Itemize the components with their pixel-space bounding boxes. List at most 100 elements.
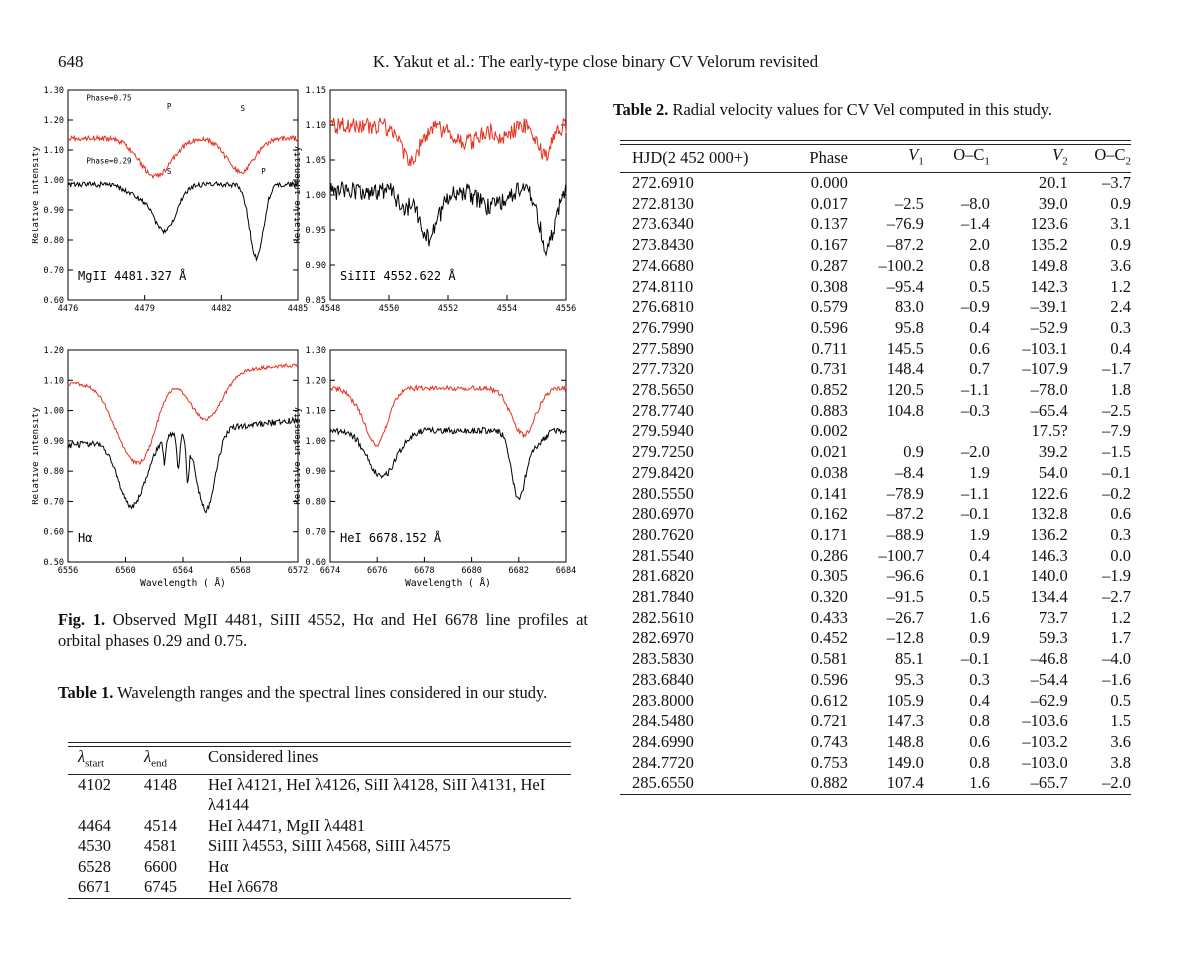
x-tick-label: 6564: [173, 566, 193, 576]
table2-cell: 0.320: [810, 587, 848, 607]
table2-cell: 1.7: [1110, 628, 1131, 648]
table1-cell-lines: Hα: [208, 856, 229, 876]
table2-row: 279.7250 0.021 0.9 –2.0 39.2 –1.5: [620, 442, 1131, 463]
spectrum-panel-mg: 0.60 0.70 0.80 0.90 1.00 1.10 1.20 1.30 4476 4479…: [32, 86, 308, 314]
table2-cell: –8.4: [895, 462, 924, 482]
table1-body: 4102 4148 HeI λ4121, HeI λ4126, SiII λ4128…: [68, 774, 571, 899]
table1-row: 4102 4148 HeI λ4121, HeI λ4126, SiII λ4128…: [68, 774, 571, 816]
x-tick-label: 6674: [320, 566, 340, 576]
table2-cell: –1.6: [1102, 669, 1131, 689]
y-tick-label: 1.30: [44, 86, 64, 96]
table2-header-5: O–C2: [1067, 145, 1131, 173]
table1-cell-start: 6528: [78, 856, 111, 876]
table1-cell-end: 4514: [144, 815, 177, 835]
table2-cell: 39.2: [1038, 442, 1068, 462]
table2-cell: 134.4: [1030, 587, 1068, 607]
x-tick-label: 4552: [438, 304, 458, 314]
y-tick-label: 0.90: [306, 261, 326, 271]
table2-cell: –87.2: [886, 235, 924, 255]
y-axis-label: Relative intensity: [32, 407, 41, 505]
table2-cell: 277.7320: [632, 359, 694, 379]
table2-cell: 0.0: [1110, 545, 1131, 565]
table2-row: 277.7320 0.731 148.4 0.7 –107.9 –1.7: [620, 359, 1131, 380]
table2-cell: 0.286: [810, 545, 848, 565]
table2-cell: 0.038: [810, 462, 848, 482]
table2-cell: 0.711: [811, 338, 848, 358]
table2-row: 281.6820 0.305 –96.6 0.1 140.0 –1.9: [620, 566, 1131, 587]
table2-cell: –2.0: [961, 442, 990, 462]
table2-cell: 0.731: [810, 359, 848, 379]
table2-cell: 148.4: [886, 359, 924, 379]
table2-cell: 281.6820: [632, 566, 694, 586]
phase-annotation: S: [241, 104, 246, 113]
table2-cell: 148.8: [886, 731, 924, 751]
table2-cell: 281.7840: [632, 587, 694, 607]
spectrum-panel-si: 0.85 0.90 0.95 1.00 1.05 1.10 1.15 4548 4550 4552…: [294, 86, 576, 314]
table2-cell: 278.5650: [632, 380, 694, 400]
table2-row: 283.6840 0.596 95.3 0.3 –54.4 –1.6: [620, 670, 1131, 691]
table2-cell: 274.8110: [632, 276, 694, 296]
table2-cell: –78.9: [886, 483, 924, 503]
table2-cell: 273.6340: [632, 214, 694, 234]
figure-caption: Fig. 1. Observed MgII 4481, SiIII 4552, …: [58, 609, 588, 651]
table2-cell: –39.1: [1030, 297, 1068, 317]
table2-cell: 1.9: [969, 524, 990, 544]
table2-cell: [924, 173, 990, 194]
x-tick-label: 4550: [379, 304, 399, 314]
table2-cell: 3.6: [1110, 731, 1131, 751]
x-tick-label: 4554: [497, 304, 517, 314]
table2-cell: –1.1: [961, 380, 990, 400]
table2-cell: 0.8: [969, 711, 990, 731]
table2-cell: –0.1: [961, 649, 990, 669]
table2-cell: 17.5?: [1031, 421, 1068, 441]
table2-cell: –1.9: [1102, 566, 1131, 586]
table2-cell: 0.3: [969, 669, 990, 689]
table2-cell: 0.308: [810, 276, 848, 296]
table2-cell: 1.2: [1110, 276, 1131, 296]
table2-cell: 0.167: [810, 235, 848, 255]
table2-cell: 0.596: [810, 317, 848, 337]
table2-cell: 3.8: [1110, 752, 1131, 772]
table2-cell: 0.883: [810, 400, 848, 420]
y-tick-label: 0.80: [44, 236, 64, 246]
table2-cell: 149.0: [886, 752, 924, 772]
table2-cell: –65.4: [1030, 400, 1068, 420]
y-tick-label: 1.20: [44, 346, 64, 356]
line-label: MgII 4481.327 Å: [78, 268, 187, 283]
phase-annotation: Phase=0.75: [86, 94, 131, 103]
table2-cell: 0.6: [969, 338, 990, 358]
table2-cell: 1.2: [1110, 607, 1131, 627]
y-tick-label: 1.00: [306, 437, 326, 447]
table2-cell: 0.6: [969, 731, 990, 751]
table2-cell: 283.8000: [632, 690, 694, 710]
x-tick-label: 6568: [230, 566, 250, 576]
table2-cell: 0.612: [810, 690, 848, 710]
y-axis-label: Relative intensity: [294, 407, 303, 505]
x-tick-label: 6560: [115, 566, 135, 576]
y-tick-label: 0.60: [306, 558, 326, 568]
table2-row: 280.5550 0.141 –78.9 –1.1 122.6 –0.2: [620, 484, 1131, 505]
line-label: Hα: [78, 531, 92, 545]
table2-cell: –88.9: [886, 524, 924, 544]
table2-cell: 0.452: [810, 628, 848, 648]
figure-caption-text: Observed MgII 4481, SiIII 4552, Hα and H…: [58, 610, 589, 650]
table2-cell: –96.6: [886, 566, 924, 586]
table2-row: 281.7840 0.320 –91.5 0.5 134.4 –2.7: [620, 587, 1131, 608]
table2-caption-text: Radial velocity values for CV Vel comput…: [672, 100, 1053, 119]
table2-row: 281.5540 0.286 –100.7 0.4 146.3 0.0: [620, 546, 1131, 567]
table2-cell: 0.4: [969, 317, 990, 337]
spectrum-phase-075: [329, 117, 567, 167]
table2-row: 272.6910 0.000 20.1 –3.7: [620, 173, 1131, 194]
x-tick-label: 4548: [320, 304, 340, 314]
table2-cell: 279.7250: [632, 442, 694, 462]
plot-frame: [329, 349, 567, 563]
table2-row: 284.5480 0.721 147.3 0.8 –103.6 1.5: [620, 711, 1131, 732]
table2-cell: –1.4: [961, 214, 990, 234]
table2-header-1: Phase: [779, 145, 848, 173]
y-tick-label: 0.80: [306, 497, 326, 507]
table2-cell: 0.162: [810, 504, 848, 524]
line-label: HeI 6678.152 Å: [340, 530, 442, 545]
table2-cell: –1.7: [1102, 359, 1131, 379]
y-tick-label: 1.10: [306, 121, 326, 131]
table2-cell: 0.305: [810, 566, 848, 586]
